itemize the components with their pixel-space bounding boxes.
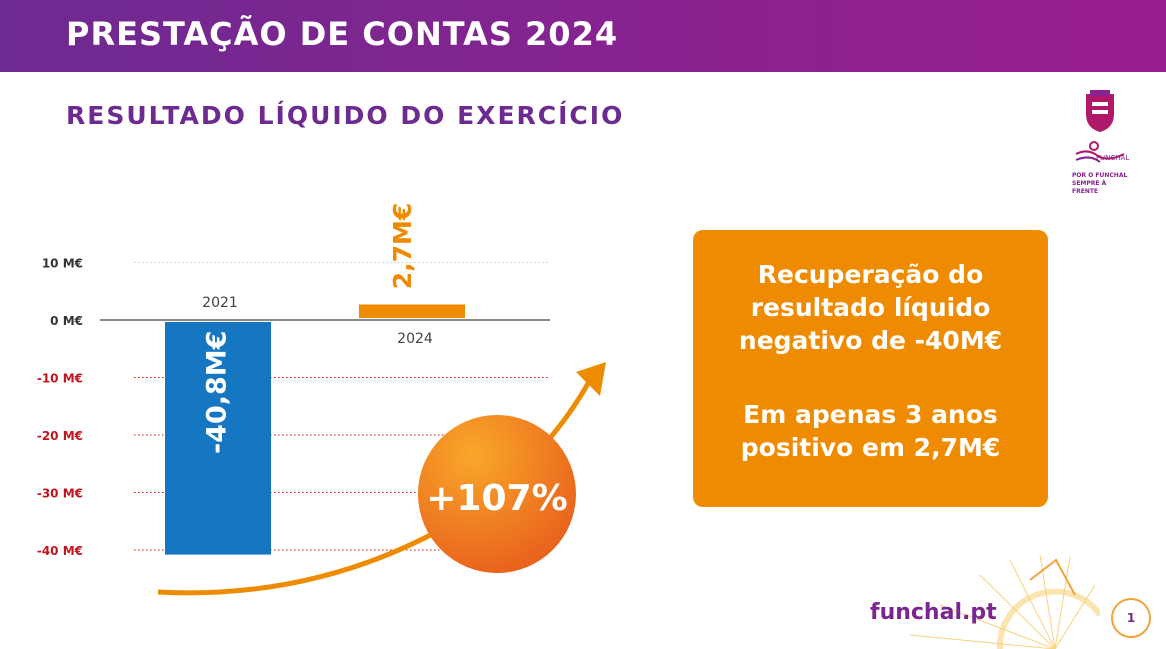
growth-badge-label: +107% [426, 478, 567, 519]
y-tick-label: -20 M€ [37, 429, 83, 443]
page-title: PRESTAÇÃO DE CONTAS 2024 [66, 15, 619, 53]
section-subtitle: RESULTADO LÍQUIDO DO EXERCÍCIO [66, 101, 625, 130]
data-label: -40,8M€ [202, 331, 233, 454]
y-tick-label: 10 M€ [42, 257, 83, 271]
header-bar: PRESTAÇÃO DE CONTAS 2024 [0, 0, 1166, 72]
logo-tagline: POR O FUNCHAL SEMPRE À FRENTE [1072, 172, 1128, 195]
callout-line1: Recuperação do resultado líquido negativ… [738, 260, 1003, 355]
data-label: 2,7M€ [388, 203, 417, 290]
y-tick-label: -10 M€ [37, 372, 83, 386]
result-chart: 10 M€ 0 M€ -10 M€ -20 M€ -30 M€ -40 M€ 2021 20… [37, 203, 606, 596]
callout-box: Recuperação do resultado líquido negativ… [693, 230, 1048, 507]
category-label: 2024 [397, 331, 433, 347]
y-tick-label: -40 M€ [37, 544, 83, 558]
page-number: 1 [1111, 598, 1151, 638]
footer-link[interactable]: funchal.pt [870, 600, 997, 625]
growth-badge [418, 415, 576, 573]
callout-line2: Em apenas 3 anos positivo em 2,7M€ [740, 400, 1001, 462]
sunburst-decoration [909, 555, 1100, 649]
category-label: 2021 [202, 295, 238, 311]
funchal-logo: FUNCHAL [1075, 90, 1129, 163]
y-tick-label: 0 M€ [50, 314, 83, 328]
y-tick-label: -30 M€ [37, 487, 83, 501]
svg-text:FUNCHAL: FUNCHAL [1096, 154, 1129, 162]
funchal-wordmark-icon: FUNCHAL [1075, 141, 1129, 163]
bar-2021 [165, 322, 271, 555]
crest-icon [1086, 90, 1114, 132]
bar-2024 [359, 304, 465, 318]
